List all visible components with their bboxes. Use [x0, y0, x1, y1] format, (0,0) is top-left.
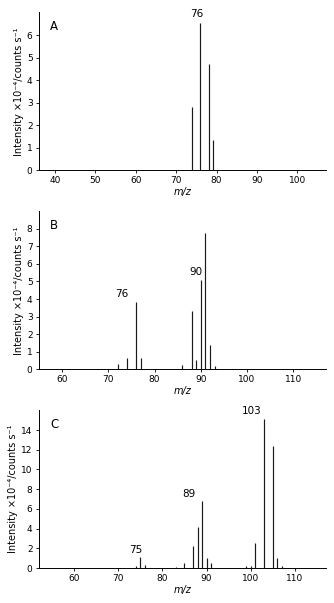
Text: 76: 76 — [115, 289, 129, 299]
Text: 89: 89 — [182, 489, 195, 499]
Text: 90: 90 — [189, 267, 202, 277]
X-axis label: m/z: m/z — [173, 187, 191, 197]
Text: 75: 75 — [129, 545, 143, 555]
Text: 103: 103 — [242, 406, 262, 416]
Text: A: A — [50, 21, 58, 33]
X-axis label: m/z: m/z — [173, 386, 191, 396]
Text: C: C — [50, 418, 58, 431]
Y-axis label: Intensity ×10⁻⁴/counts s⁻¹: Intensity ×10⁻⁴/counts s⁻¹ — [8, 425, 18, 554]
Y-axis label: Intensity ×10⁻⁴/counts s⁻¹: Intensity ×10⁻⁴/counts s⁻¹ — [14, 27, 24, 156]
X-axis label: m/z: m/z — [173, 585, 191, 595]
Y-axis label: Intensity ×10⁻⁴/counts s⁻¹: Intensity ×10⁻⁴/counts s⁻¹ — [14, 226, 24, 355]
Text: 76: 76 — [190, 9, 204, 19]
Text: B: B — [50, 219, 58, 232]
